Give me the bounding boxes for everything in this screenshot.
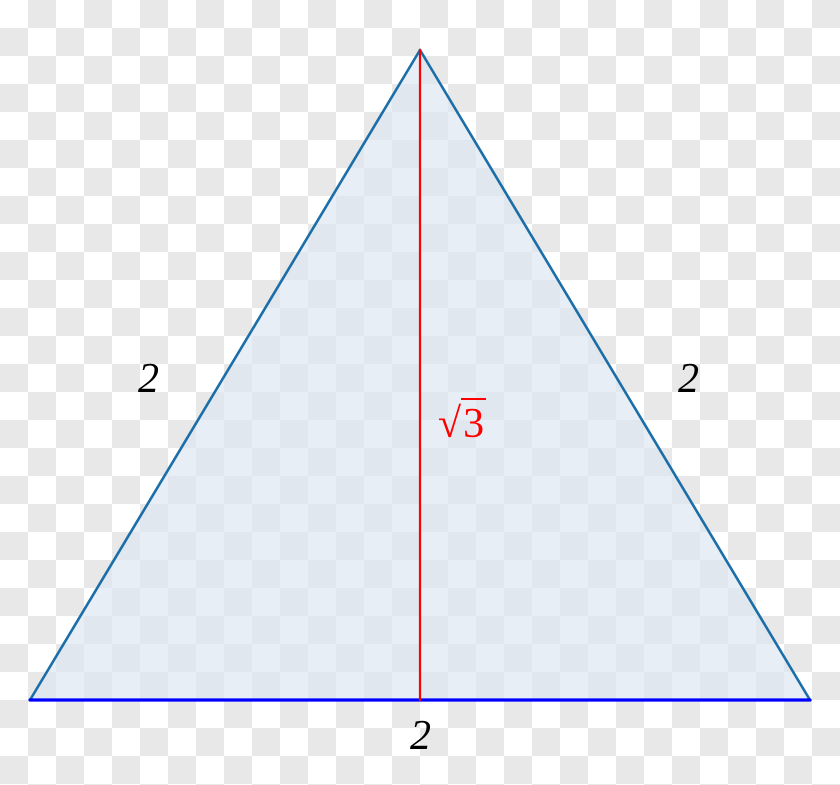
triangle-diagram: [0, 0, 840, 785]
